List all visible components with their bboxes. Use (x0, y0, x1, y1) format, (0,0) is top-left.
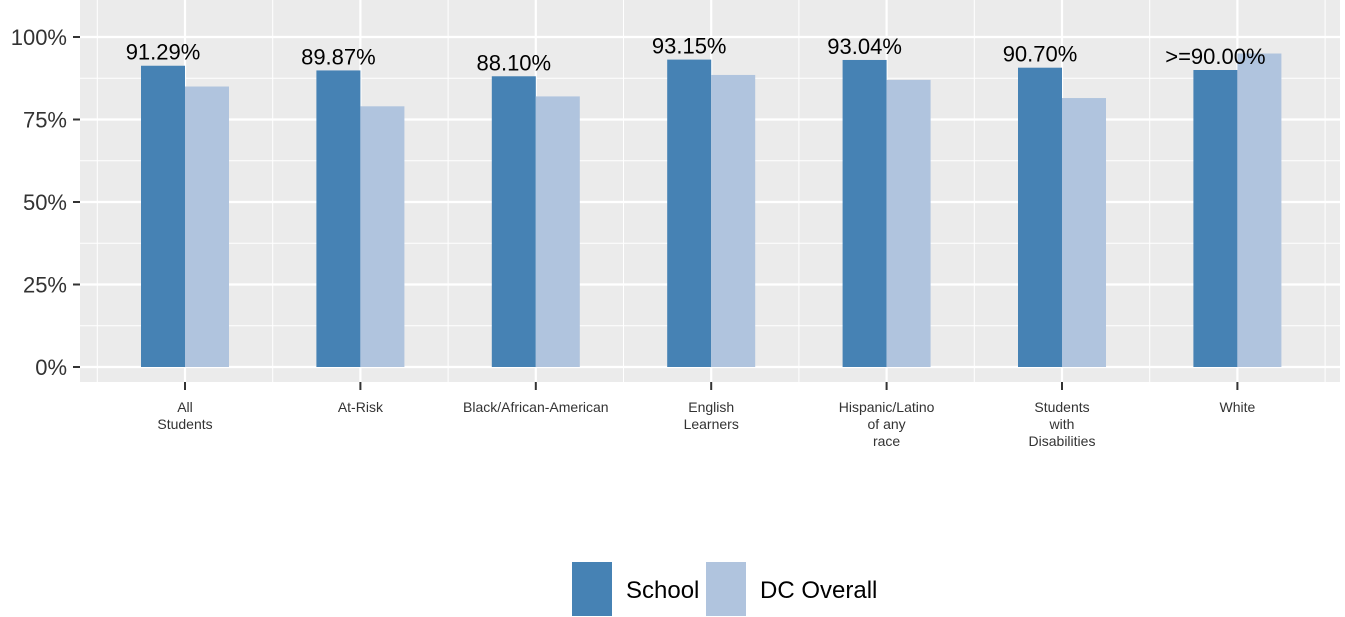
x-tick-label-line: with (1049, 416, 1075, 432)
legend: School DC Overall (572, 562, 877, 616)
bar-school (491, 76, 536, 368)
bar-school (141, 65, 185, 368)
x-tick-label-line: White (1220, 399, 1256, 415)
bar-dc-overall (1237, 53, 1282, 367)
x-tick-label-line: Black/African-American (463, 399, 609, 415)
bar-school (1018, 67, 1062, 367)
x-tick-label-line: English (688, 399, 734, 415)
x-tick-label-line: Disabilities (1029, 433, 1096, 449)
bar-school (316, 70, 361, 367)
x-tick-label-line: Hispanic/Latino (839, 399, 935, 415)
y-tick-label: 100% (11, 25, 67, 50)
bar-school (667, 59, 712, 367)
x-tick-label-line: Students (1034, 399, 1089, 415)
x-tick-label: White (1220, 399, 1256, 415)
y-tick-label: 0% (35, 355, 67, 380)
bar-dc-overall (535, 96, 580, 368)
legend-label-school: School (626, 577, 699, 604)
bar-dc-overall (1062, 98, 1106, 368)
bar-value-label: 90.70% (1003, 42, 1078, 67)
x-tick-label-line: of any (868, 416, 906, 432)
bar-value-label: 88.10% (476, 50, 551, 75)
bar-value-label: 93.15% (652, 34, 727, 59)
x-tick-label: Hispanic/Latino of any race (839, 399, 935, 449)
x-tick-label-line: All (177, 399, 193, 415)
bar-labels: 91.29% 89.87% 88.10% 93.15% 93.04% 90.70% >=90… (126, 34, 1266, 76)
bar-value-label: 91.29% (126, 40, 201, 65)
bars (141, 53, 1282, 368)
bar-dc-overall (185, 86, 229, 367)
x-tick-label: English Learners (684, 399, 739, 432)
x-tick-label: Black/African-American (463, 399, 609, 415)
bar-school (842, 59, 887, 368)
bar-dc-overall (360, 106, 405, 368)
x-tick-label-line: At-Risk (338, 399, 384, 415)
x-tick-label: Students with Disabilities (1029, 399, 1096, 449)
bar-dc-overall (886, 79, 931, 368)
bar-school (1193, 70, 1238, 367)
bar-value-label: >=90.00% (1165, 44, 1265, 69)
y-axis: 0% 25% 50% 75% 100% (11, 25, 80, 380)
y-tick-label: 25% (23, 273, 67, 298)
x-tick-label-line: Students (157, 416, 212, 432)
legend-swatch-dc-overall (706, 562, 746, 616)
x-tick-label-line: race (873, 433, 900, 449)
x-tick-label: At-Risk (338, 399, 384, 415)
bar-dc-overall (711, 74, 756, 367)
legend-label-dc-overall: DC Overall (760, 577, 877, 604)
bar-value-label: 93.04% (827, 34, 902, 59)
y-tick-label: 75% (23, 108, 67, 133)
x-tick-label-line: Learners (684, 416, 739, 432)
y-tick-label: 50% (23, 190, 67, 215)
x-tick-label: All Students (157, 399, 212, 432)
legend-swatch-school (572, 562, 612, 616)
bar-value-label: 89.87% (301, 44, 376, 69)
